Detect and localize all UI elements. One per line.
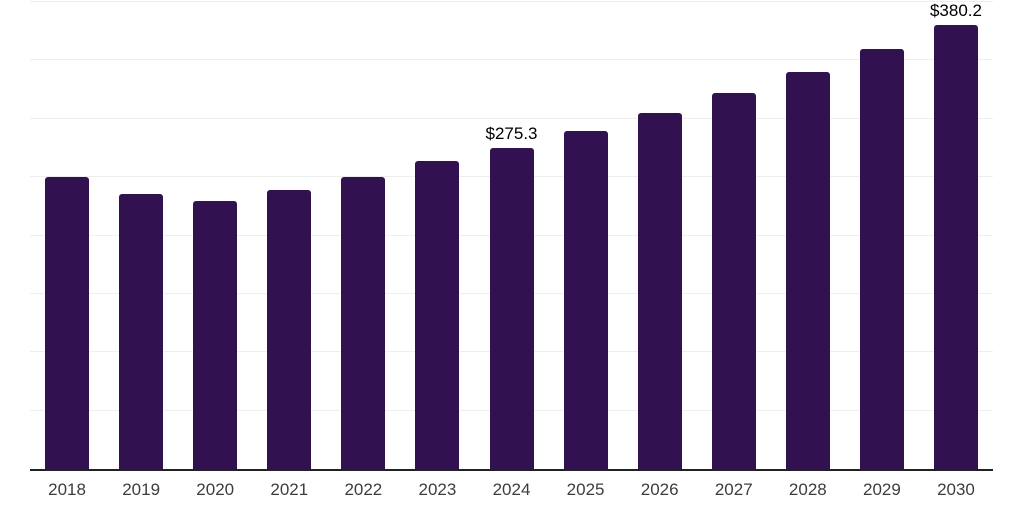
bar-2022 <box>341 176 386 469</box>
bar-2025 <box>563 130 608 469</box>
bar-2029 <box>859 48 904 469</box>
bar-2019 <box>119 193 164 469</box>
bar-2024 <box>489 147 534 469</box>
bar-2020 <box>193 201 238 469</box>
plot-area: $275.3 $380.2 <box>30 0 993 471</box>
x-tick-label-2026: 2026 <box>640 480 679 499</box>
bar-slot-2018 <box>30 0 104 469</box>
x-tick-label-2019: 2019 <box>122 480 161 499</box>
bar-slot-2025 <box>549 0 623 469</box>
x-tick-label-2018: 2018 <box>48 480 86 499</box>
bar-2026 <box>637 112 682 469</box>
bar-slot-2030: $380.2 <box>919 0 993 469</box>
x-tick-label-2020: 2020 <box>196 480 235 499</box>
bar-slot-2028 <box>771 0 845 469</box>
bar-slot-2021 <box>252 0 326 469</box>
bar-slot-2023 <box>400 0 474 469</box>
bar-2027 <box>711 92 756 469</box>
x-tick-label-2029: 2029 <box>862 480 901 499</box>
x-tick-label-2021: 2021 <box>270 480 309 499</box>
bar-2028 <box>785 71 830 469</box>
bar-slot-2024: $275.3 <box>474 0 548 469</box>
bar-slot-2027 <box>697 0 771 469</box>
bar-2023 <box>415 160 460 469</box>
bar-slot-2026 <box>623 0 697 469</box>
value-label-2030: $380.2 <box>929 1 982 21</box>
x-tick-label-2025: 2025 <box>566 480 605 499</box>
gridline-400 <box>30 1 993 2</box>
x-tick-label-2028: 2028 <box>788 480 827 499</box>
bar-slot-2029 <box>845 0 919 469</box>
bars-row: $275.3 $380.2 <box>30 0 993 469</box>
bar-2021 <box>267 189 312 469</box>
gridline-300 <box>30 117 993 119</box>
x-tick-label-2024: 2024 <box>492 480 531 499</box>
gridline-350 <box>30 59 993 61</box>
bar-2030 <box>933 25 978 469</box>
x-axis-labels: 2018 2019 2020 2021 2022 2023 2024 2025 2026 2027… <box>30 481 993 498</box>
value-label-2024: $275.3 <box>485 123 538 143</box>
x-tick-label-2027: 2027 <box>714 480 753 499</box>
bar-slot-2022 <box>326 0 400 469</box>
bar-2018 <box>45 176 90 469</box>
bar-slot-2019 <box>104 0 178 469</box>
x-tick-label-2023: 2023 <box>418 480 457 499</box>
x-tick-label-2022: 2022 <box>344 480 383 499</box>
x-tick-label-2030: 2030 <box>937 480 975 499</box>
bar-slot-2020 <box>178 0 252 469</box>
